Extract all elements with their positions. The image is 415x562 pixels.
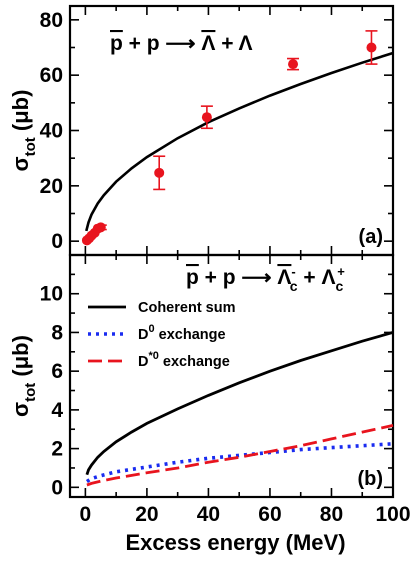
panel-b-reaction-antilambda-sup: - <box>291 264 295 279</box>
panel-a-y-label-sigma: σ <box>8 156 33 171</box>
panel-b-x-tick-label: 100 <box>375 503 410 526</box>
panel-a-y-tick-label: 20 <box>40 175 63 198</box>
panel-b-x-tick-label: 20 <box>135 503 158 526</box>
panel-a: 0 20 40 60 80 σtot (μb) (a) p + p ⟶ Λ + Λ <box>8 4 395 257</box>
panel-a-y-tick-label: 40 <box>40 120 63 143</box>
panel-a-y-axis-label: σtot (μb) <box>8 90 39 172</box>
panel-b-legend-label-rest: exchange <box>159 354 230 370</box>
panel-b-reaction-arrow: ⟶ <box>236 266 278 289</box>
panel-b-x-tick-label: 0 <box>80 503 92 526</box>
panel-a-data-point <box>288 59 299 70</box>
panel-b-legend-label-main: D <box>138 327 148 343</box>
panel-a-reaction-plus2: + <box>215 32 238 55</box>
panel-a-y-tick-label: 80 <box>40 9 63 32</box>
panel-b-y-tick-label: 4 <box>51 399 63 422</box>
panel-b-y-label-unit: (μb) <box>8 335 33 383</box>
panel-b-reaction-antilambda: Λ <box>277 266 291 289</box>
panel-b-reaction-antilambda-sub: c <box>290 278 298 294</box>
panel-b-legend-label-rest: exchange <box>155 327 226 343</box>
panel-b-x-tick-label: 80 <box>320 503 343 526</box>
panel-a-reaction-label: p + p ⟶ Λ + Λ <box>110 32 253 55</box>
panel-b-x-tick-label: 40 <box>197 503 220 526</box>
panel-a-y-tick-label: 60 <box>40 64 63 87</box>
panel-b-reaction-antiproton: p <box>186 266 199 289</box>
panel-b-reaction-lambda-sub: c <box>335 278 343 294</box>
panel-a-reaction-antiproton: p <box>110 32 123 55</box>
panel-b-legend-label-main: D <box>138 354 148 370</box>
panel-b-series-0-line <box>85 331 394 476</box>
panel-b-y-tick-label: 2 <box>51 438 63 461</box>
panel-a-fit-curve <box>85 51 394 232</box>
panel-b-legend-label-0: Coherent sum <box>138 300 236 316</box>
panel-b-x-tick-label: 60 <box>258 503 281 526</box>
panel-b-y-tick-label: 0 <box>51 476 63 499</box>
panel-b-legend-label-sup: 0 <box>148 323 154 335</box>
panel-a-panel-tag: (a) <box>359 226 383 248</box>
panel-a-reaction-plus: + <box>123 32 147 55</box>
panel-b-y-tick-label: 10 <box>40 283 63 306</box>
panel-b-y-axis-label: σtot (μb) <box>8 335 39 417</box>
panel-b-reaction-label: p + p ⟶ Λ-c + Λc+ <box>186 264 345 294</box>
panel-a-y-label-unit: (μb) <box>8 90 33 138</box>
panel-a-reaction-lambda: Λ <box>239 32 253 55</box>
panel-b-legend-label-sup: *0 <box>148 350 158 362</box>
panel-a-data-point <box>366 42 377 53</box>
panel-b-x-axis-label: Excess energy (MeV) <box>125 530 345 555</box>
panel-b-reaction-lambda: Λ <box>321 266 335 289</box>
panel-a-reaction-arrow: ⟶ <box>160 32 202 55</box>
panel-b-reaction-plus2: + <box>298 266 322 289</box>
panel-a-data-point <box>95 222 106 233</box>
panel-b-reaction-lambda-sup: + <box>337 264 345 279</box>
panel-a-y-label-sub: tot <box>22 137 39 156</box>
panel-b-y-tick-label: 8 <box>51 321 63 344</box>
panel-a-data-point <box>201 112 212 123</box>
panel-a-reaction-antilambda: Λ <box>201 32 215 55</box>
panel-b-y-tick-label: 6 <box>51 360 63 383</box>
panel-a-reaction-proton: p <box>147 32 160 55</box>
panel-a-data-point <box>154 167 165 178</box>
panel-b-y-label-sub: tot <box>22 383 39 402</box>
panel-b-reaction-proton: p <box>223 266 236 289</box>
panel-b-legend-label-1: D0 exchange <box>138 323 226 343</box>
panel-b-legend-label-2: D*0 exchange <box>138 350 230 370</box>
panel-a-y-tick-label: 0 <box>51 230 63 253</box>
panel-b-panel-tag: (b) <box>357 468 383 490</box>
panel-b: 0 20 40 60 80 100 0 2 4 6 8 10 σtot (μb) (b) Coherent … <box>8 253 411 555</box>
panel-b-reaction-plus: + <box>199 266 223 289</box>
panel-b-plot-frame <box>68 253 395 499</box>
panel-b-y-label-sigma: σ <box>8 402 33 417</box>
panel-b-series-2-line <box>86 424 394 487</box>
